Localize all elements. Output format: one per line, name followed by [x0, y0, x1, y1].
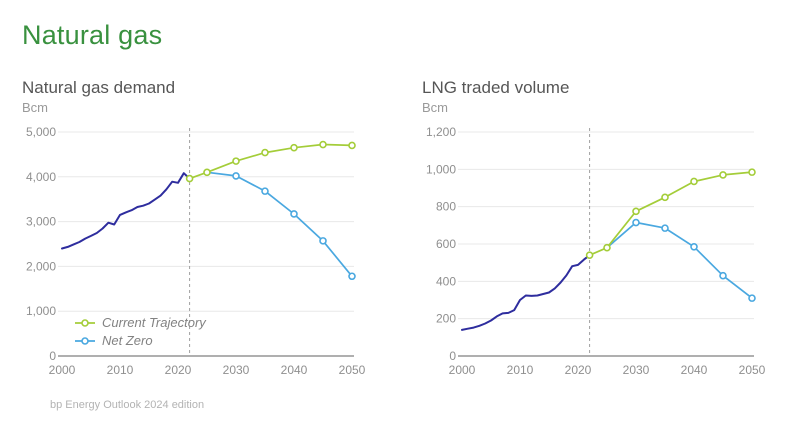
- data-point-marker: [632, 207, 640, 216]
- chart-unit-label: Bcm: [22, 100, 48, 115]
- x-tick-label: 2010: [107, 363, 134, 377]
- x-tick-label: 2030: [223, 363, 250, 377]
- data-point-marker: [348, 272, 356, 281]
- x-axis-labels: 2000 2010 2020 2030 2040 2050: [49, 363, 366, 377]
- series-net-zero-line: [606, 221, 753, 299]
- y-tick-label: 0: [49, 349, 56, 363]
- data-point-marker: [348, 141, 356, 150]
- chart-title: Natural gas demand: [22, 78, 176, 97]
- y-tick-label: 400: [436, 274, 456, 288]
- x-tick-label: 2040: [681, 363, 708, 377]
- data-point-marker: [319, 237, 327, 245]
- x-tick-label: 2050: [739, 363, 766, 377]
- y-tick-label: 1,200: [426, 125, 456, 139]
- legend-item-label: Current Trajectory: [102, 315, 207, 330]
- data-point-marker: [690, 243, 698, 251]
- x-tick-label: 2040: [281, 363, 308, 377]
- x-tick-label: 2020: [165, 363, 192, 377]
- y-tick-label: 1,000: [426, 162, 456, 176]
- data-point-marker: [203, 168, 211, 177]
- legend-swatch-marker: [81, 319, 89, 327]
- chart-natural-gas-demand: Natural gas demand Bcm 0 1,000 2,000 3,000 4…: [22, 78, 380, 383]
- data-point-marker: [690, 177, 698, 186]
- data-point-marker: [748, 294, 756, 302]
- data-point-marker: [261, 148, 269, 157]
- chart-title: LNG traded volume: [422, 78, 570, 97]
- data-point-marker: [290, 210, 298, 218]
- chart-lng-traded-volume: LNG traded volume Bcm 0 200 400 600 800 1,000…: [422, 78, 780, 383]
- y-tick-label: 3,000: [26, 215, 56, 229]
- legend-item-label: Net Zero: [102, 333, 153, 348]
- y-tick-label: 1,000: [26, 304, 56, 318]
- data-point-marker: [232, 157, 240, 165]
- chart-unit-label: Bcm: [422, 100, 448, 115]
- data-point-marker: [585, 251, 594, 259]
- source-note: bp Energy Outlook 2024 edition: [50, 399, 205, 411]
- y-tick-label: 4,000: [26, 170, 56, 184]
- data-point-marker: [632, 218, 640, 227]
- data-point-marker: [661, 193, 669, 202]
- series-history-line: [461, 254, 591, 331]
- y-gridlines: 0 200 400 600 800 1,000 1,200: [426, 125, 754, 363]
- data-point-marker: [261, 187, 269, 195]
- series-net-zero-markers: [632, 218, 756, 302]
- x-tick-label: 2030: [623, 363, 650, 377]
- y-tick-label: 0: [449, 349, 456, 363]
- data-point-marker: [661, 224, 669, 232]
- series-history-line: [61, 172, 191, 250]
- data-point-marker: [719, 271, 727, 280]
- data-point-marker: [319, 140, 327, 149]
- y-tick-label: 800: [436, 200, 456, 214]
- series-current-trajectory-markers: [185, 140, 356, 183]
- y-tick-label: 5,000: [26, 125, 56, 139]
- data-point-marker: [232, 172, 240, 180]
- x-tick-label: 2000: [449, 363, 476, 377]
- page-title: Natural gas: [22, 20, 163, 50]
- series-current-trajectory-markers: [585, 168, 756, 259]
- x-axis-labels: 2000 2010 2020 2030 2040 2050: [449, 363, 766, 377]
- legend: Current Trajectory Net Zero: [75, 315, 207, 348]
- data-point-marker: [719, 171, 727, 179]
- data-point-marker: [290, 143, 298, 152]
- x-tick-label: 2010: [507, 363, 534, 377]
- series-net-zero-line: [206, 171, 353, 278]
- y-tick-label: 2,000: [26, 259, 56, 273]
- data-point-marker: [603, 243, 611, 252]
- y-tick-label: 600: [436, 237, 456, 251]
- y-tick-label: 200: [436, 312, 456, 326]
- x-tick-label: 2000: [49, 363, 76, 377]
- x-tick-label: 2020: [565, 363, 592, 377]
- charts-row: Natural gas demand Bcm 0 1,000 2,000 3,000 4…: [0, 78, 800, 383]
- series-net-zero-markers: [232, 172, 356, 281]
- legend-swatch-marker: [81, 337, 89, 345]
- data-point-marker: [185, 174, 194, 183]
- y-gridlines: 0 1,000 2,000 3,000 4,000 5,000: [26, 125, 354, 363]
- x-tick-label: 2050: [339, 363, 366, 377]
- data-point-marker: [748, 168, 756, 176]
